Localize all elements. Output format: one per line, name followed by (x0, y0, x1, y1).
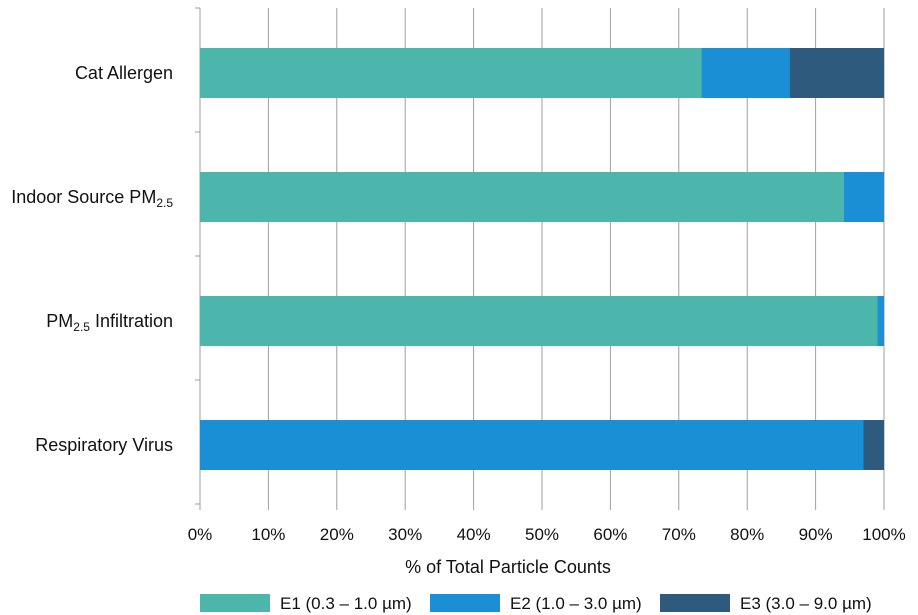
x-axis-title: % of Total Particle Counts (405, 557, 611, 577)
x-tick-label: 40% (457, 525, 491, 544)
x-tick-label: 60% (593, 525, 627, 544)
category-label: Indoor Source PM2.5 (11, 187, 173, 210)
legend-label-e1: E1 (0.3 – 1.0 µm) (280, 594, 412, 613)
legend-label-e2: E2 (1.0 – 3.0 µm) (510, 594, 642, 613)
x-tick-labels: 0% 10% 20% 30% 40% 50% 60% 70% 80% 90% 100% (188, 525, 906, 544)
x-tick-label: 20% (320, 525, 354, 544)
bar-segment-e2 (877, 296, 884, 346)
bar-segment-e2 (701, 48, 790, 98)
legend-swatch-e3 (660, 594, 730, 612)
x-tick-label: 50% (525, 525, 559, 544)
category-label: Cat Allergen (75, 63, 173, 83)
x-tick-label: 10% (251, 525, 285, 544)
legend-swatch-e1 (200, 594, 270, 612)
x-tick-label: 0% (188, 525, 213, 544)
bar-segment-e1 (200, 48, 702, 98)
bar-segment-e1 (200, 172, 844, 222)
legend: E1 (0.3 – 1.0 µm) E2 (1.0 – 3.0 µm) E3 (3.… (200, 594, 872, 613)
bar-segment-e3 (789, 48, 884, 98)
x-tick-label: 90% (799, 525, 833, 544)
category-labels: Cat Allergen Indoor Source PM2.5 PM2.5 Inf… (11, 63, 173, 455)
bars (200, 48, 884, 470)
x-tick-label: 30% (388, 525, 422, 544)
category-label: PM2.5 Infiltration (46, 311, 173, 334)
legend-label-e3: E3 (3.0 – 9.0 µm) (740, 594, 872, 613)
bar-segment-e1 (200, 296, 878, 346)
legend-swatch-e2 (430, 594, 500, 612)
bar-segment-e2 (200, 420, 864, 470)
bar-segment-e2 (843, 172, 884, 222)
x-tick-label: 100% (862, 525, 905, 544)
x-tick-label: 70% (662, 525, 696, 544)
category-label: Respiratory Virus (35, 435, 173, 455)
x-tick-label: 80% (730, 525, 764, 544)
bar-segment-e3 (863, 420, 884, 470)
